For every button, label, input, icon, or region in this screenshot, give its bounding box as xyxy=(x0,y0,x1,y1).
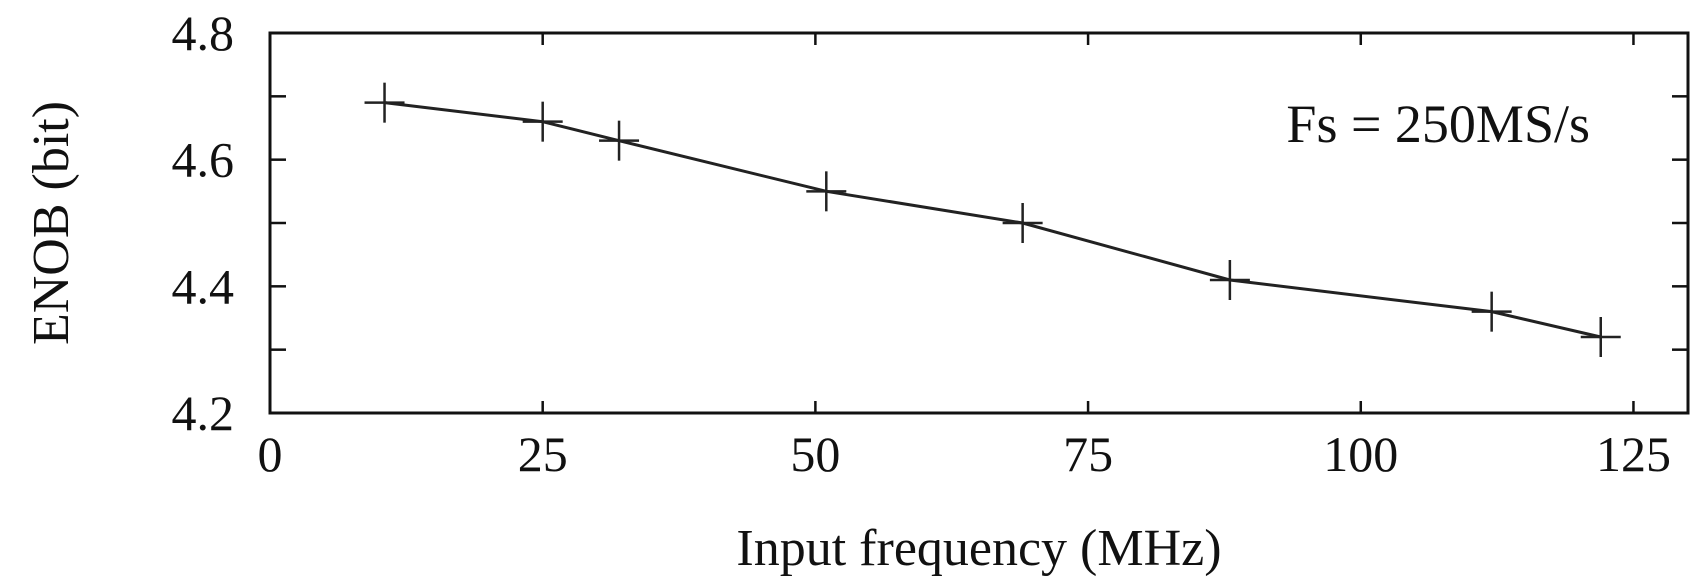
data-point-marker xyxy=(806,171,847,212)
data-point-marker xyxy=(1209,260,1250,300)
data-point-marker xyxy=(599,120,640,161)
data-point-marker xyxy=(1471,291,1512,332)
x-tick-label: 125 xyxy=(1596,426,1671,482)
y-tick-label: 4.6 xyxy=(172,132,235,188)
x-tick-label: 0 xyxy=(258,426,283,482)
x-tick-label: 25 xyxy=(518,426,568,482)
y-tick-label: 4.2 xyxy=(172,385,235,441)
x-tick-label: 50 xyxy=(790,426,840,482)
data-point-marker xyxy=(364,82,405,123)
y-tick-label: 4.8 xyxy=(172,5,235,61)
x-tick-label: 100 xyxy=(1323,426,1398,482)
y-tick-label: 4.4 xyxy=(172,258,235,314)
x-axis-title: Input frequency (MHz) xyxy=(736,520,1221,577)
data-point-marker xyxy=(1580,317,1621,357)
plot-frame xyxy=(268,31,1690,415)
y-axis-title: ENOB (bit) xyxy=(23,101,80,345)
series-layer xyxy=(364,82,1621,357)
y-axis-ticks: 4.2 4.4 4.6 4.8 xyxy=(172,5,1688,441)
data-point-marker xyxy=(522,101,563,142)
x-tick-label: 75 xyxy=(1063,426,1113,482)
x-axis-ticks: 0 25 50 75 100 125 xyxy=(258,33,1671,482)
annotation-sampling-rate: Fs = 250MS/s xyxy=(1286,94,1590,154)
data-point-marker xyxy=(1002,203,1043,243)
series-line xyxy=(384,101,1602,339)
